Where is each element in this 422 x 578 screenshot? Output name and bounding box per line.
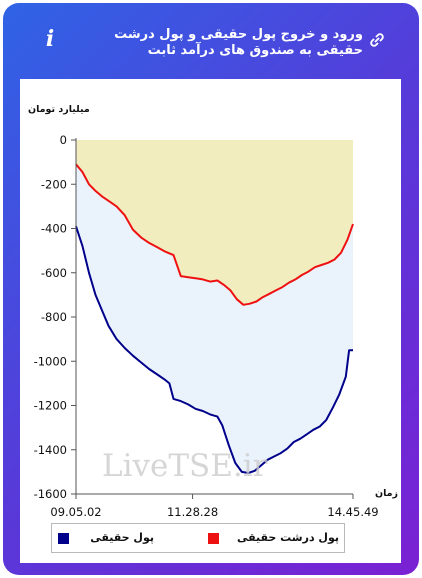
x-tick-label: 14.45.49 <box>327 505 378 519</box>
chart-legend: پول حقیقی پول درشت حقیقی <box>51 523 345 553</box>
y-tick-label: -1200 <box>34 399 67 413</box>
x-tick-label: 09.05.02 <box>50 505 101 519</box>
chart-panel: 0 -200 -400 -600 -800 -1000 -1200 -1400 -1600 09.… <box>20 79 401 563</box>
widget-card: i ورود و خروج پول حقیقی و پول درشت حقیقی… <box>3 3 419 575</box>
y-tick-label: -600 <box>41 266 67 280</box>
y-tick-label: 0 <box>60 133 67 147</box>
legend-label-big-real-money[interactable]: پول درشت حقیقی <box>236 531 339 544</box>
y-tick-label: -1400 <box>34 443 67 457</box>
area-fill-upper <box>76 140 353 305</box>
chart-area: 0 -200 -400 -600 -800 -1000 -1200 -1400 -1600 09.… <box>28 104 398 519</box>
y-tick-label: -400 <box>41 222 67 236</box>
y-tick-label: -800 <box>41 310 67 324</box>
widget-header: i ورود و خروج پول حقیقی و پول درشت حقیقی… <box>3 3 419 79</box>
legend-swatch-big-real-money <box>208 533 219 544</box>
series-line-real-money <box>75 225 353 474</box>
x-tick-label: 11.28.28 <box>167 505 218 519</box>
legend-swatch-real-money <box>58 533 69 544</box>
x-axis-title: زمان <box>375 488 398 499</box>
link-icon[interactable] <box>369 32 385 48</box>
info-icon[interactable]: i <box>45 26 55 52</box>
y-tick-label: -200 <box>41 177 67 191</box>
watermark-text: LiveTSE.ir <box>102 448 268 484</box>
legend-label-real-money[interactable]: پول حقیقی <box>90 531 154 544</box>
series-line-big-real-money <box>75 163 354 306</box>
chart-title: ورود و خروج پول حقیقی و پول درشت حقیقی ب… <box>114 27 363 58</box>
y-axis-title: میلیارد تومان <box>28 104 90 115</box>
y-tick-label: -1000 <box>34 354 67 368</box>
y-tick-label: -1600 <box>34 487 67 501</box>
